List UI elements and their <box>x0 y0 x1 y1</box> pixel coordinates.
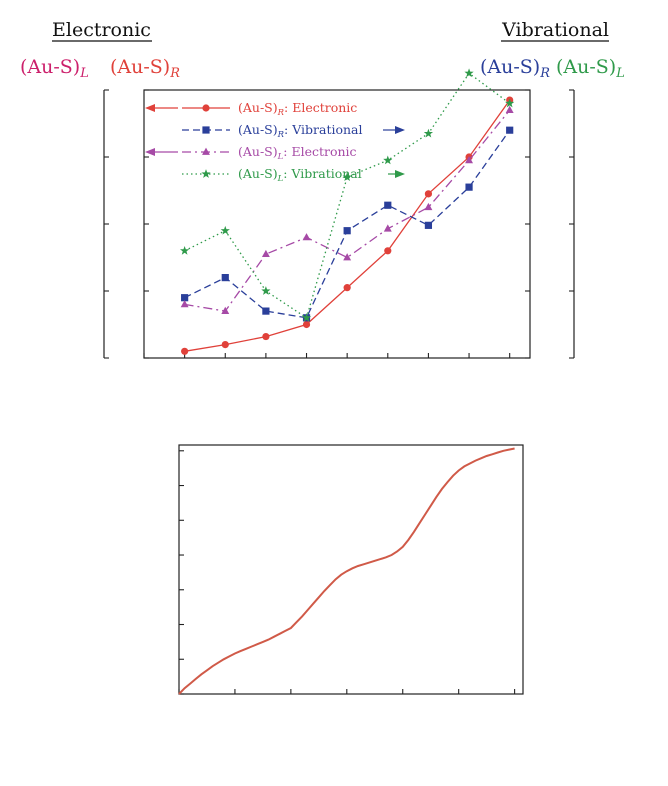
series-line-triangle <box>184 109 511 312</box>
inner-left-axis-label: (Au-S)R <box>110 56 180 81</box>
legend-arrow-left-head <box>145 148 155 156</box>
plot-frame-b <box>178 444 524 695</box>
data-point-triangle <box>343 253 352 261</box>
data-point-triangle <box>383 224 392 232</box>
series-line-circle <box>184 99 511 352</box>
inner-right-axis-label: (Au-S)R <box>480 56 550 81</box>
legend-arrow-right-head <box>395 126 405 134</box>
data-point-circle <box>262 332 270 341</box>
legend-marker-star <box>201 169 211 178</box>
data-point-triangle <box>221 306 230 314</box>
chart-a-header: Electronic Vibrational <box>52 19 609 42</box>
data-point-triangle <box>302 233 311 241</box>
data-point-star <box>180 245 190 255</box>
data-point-square <box>343 227 351 235</box>
data-point-square <box>384 201 392 209</box>
data-point-square <box>465 183 473 191</box>
data-point-star <box>423 128 434 138</box>
legend-marker-square <box>202 126 210 134</box>
data-point-circle <box>181 347 189 355</box>
data-point-star <box>464 68 474 78</box>
outer-left-axis-label: (Au-S)L <box>20 56 89 81</box>
data-point-triangle <box>261 249 270 258</box>
data-point-circle <box>302 320 311 329</box>
chart-b <box>178 444 524 695</box>
legend-label-triangle: (Au-S)L: Electronic <box>238 144 357 162</box>
data-point-square <box>221 274 229 282</box>
data-point-star <box>220 225 230 235</box>
chart-a: (Au-S)L (Au-S)R (Au-S)R (Au-S)L(Au-S)R: Ele… <box>20 56 625 359</box>
data-point-square <box>424 221 433 229</box>
data-point-circle <box>424 190 433 198</box>
outer-right-axis-label: (Au-S)L <box>556 56 625 81</box>
data-point-triangle <box>424 202 433 211</box>
legend-marker-triangle <box>202 147 210 155</box>
vibrational-title: Vibrational <box>501 19 609 41</box>
legend-arrow-left-head <box>145 104 155 112</box>
data-point-star <box>505 98 515 108</box>
data-point-star <box>301 312 312 322</box>
legend-marker-circle <box>202 104 210 112</box>
data-point-circle <box>384 247 392 255</box>
legend-label-square: (Au-S)R: Vibrational <box>238 122 363 140</box>
iv-curve-line <box>178 447 515 695</box>
data-point-square <box>181 294 189 302</box>
data-point-triangle <box>465 156 474 164</box>
data-point-triangle <box>180 300 189 308</box>
data-point-square <box>506 126 514 134</box>
data-point-circle <box>343 284 351 292</box>
data-point-triangle <box>505 105 514 113</box>
data-point-star <box>383 155 393 165</box>
legend-label-star: (Au-S)L: Vibrational <box>238 166 362 184</box>
data-point-star <box>261 286 271 295</box>
data-point-square <box>262 307 270 315</box>
data-point-star <box>342 172 352 182</box>
electronic-title: Electronic <box>52 19 151 41</box>
data-point-circle <box>221 341 229 349</box>
legend-arrow-right-head <box>395 170 405 178</box>
legend-label-circle: (Au-S)R: Electronic <box>238 100 357 118</box>
